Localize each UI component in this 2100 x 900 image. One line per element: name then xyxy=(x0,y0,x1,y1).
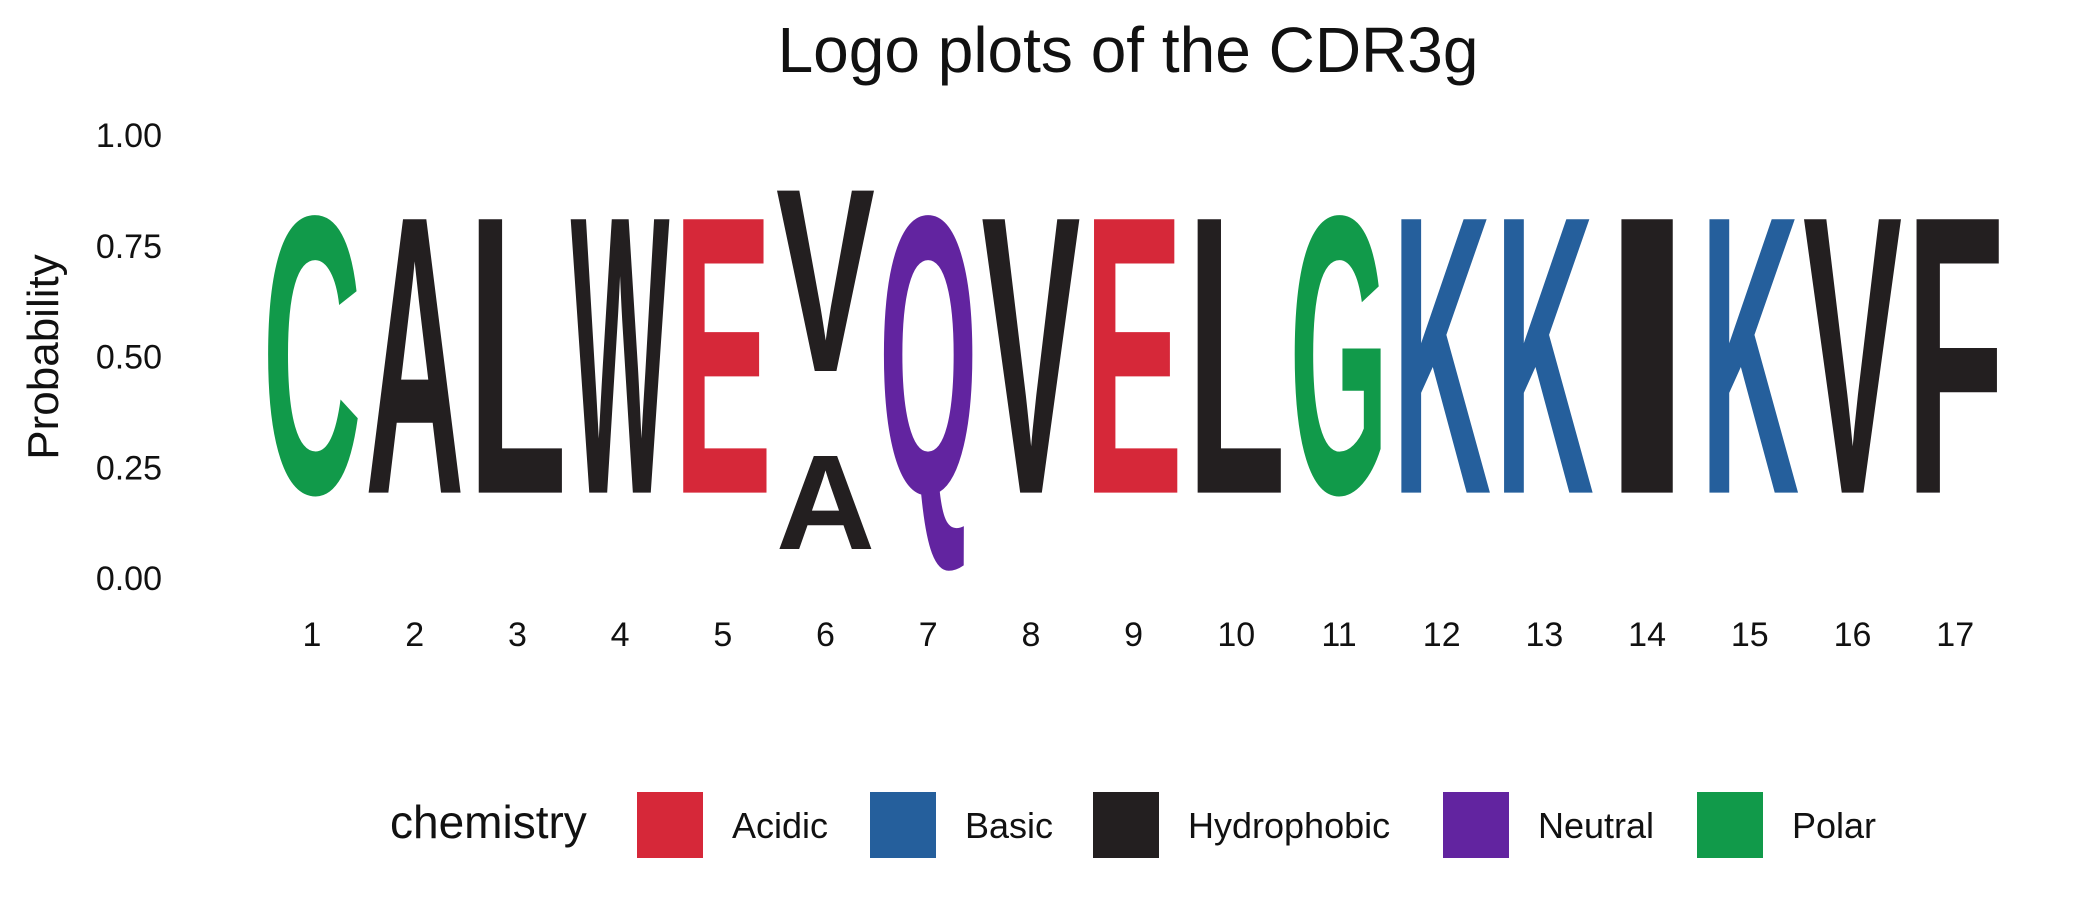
logo-letter: V xyxy=(981,134,1081,578)
logo-position: W xyxy=(571,133,671,577)
logo-letter: E xyxy=(1084,134,1183,578)
logo-position: G xyxy=(1290,133,1389,577)
legend-entry: Acidic xyxy=(637,792,828,858)
logo-letter: L xyxy=(1187,134,1286,578)
logo-position: E xyxy=(673,134,772,578)
logo-position: V xyxy=(1803,134,1903,578)
legend-label: Neutral xyxy=(1538,805,1654,846)
x-tick-label: 17 xyxy=(1936,616,1974,654)
legend-entries: Acidic Basic Hydrophobic Neutral Polar xyxy=(637,792,1876,858)
y-tick-label: 0.00 xyxy=(96,560,162,598)
x-axis-ticks: 1 2 3 4 5 6 7 8 9 10 11 12 13 14 15 16 17 xyxy=(303,616,1975,654)
x-tick-label: 12 xyxy=(1423,616,1461,654)
logo-position: C xyxy=(263,133,362,577)
logo-letter: C xyxy=(263,133,362,577)
logo-position: L xyxy=(468,134,567,578)
logo-letter: K xyxy=(1495,133,1594,577)
logo-stacks: C A L W E AV Q V E L G K K I K V F xyxy=(263,132,2005,577)
logo-letter: A xyxy=(776,427,875,578)
y-tick-label: 0.50 xyxy=(96,339,162,377)
legend-swatch xyxy=(1093,792,1159,858)
legend-swatch xyxy=(1697,792,1763,858)
logo-position: F xyxy=(1906,134,2005,578)
legend: chemistry Acidic Basic Hydrophobic Neutral P… xyxy=(390,792,1876,858)
x-tick-label: 11 xyxy=(1321,616,1356,654)
logo-letter: K xyxy=(1700,133,1799,577)
legend-entry: Neutral xyxy=(1443,792,1654,858)
logo-letter: V xyxy=(776,135,875,428)
legend-title: chemistry xyxy=(390,796,587,848)
logo-position: Q xyxy=(879,133,978,577)
x-tick-label: 4 xyxy=(611,616,630,654)
x-tick-label: 15 xyxy=(1731,616,1769,654)
logo-position: K xyxy=(1392,133,1491,577)
y-tick-label: 1.00 xyxy=(96,117,162,155)
logo-letter: K xyxy=(1392,133,1491,577)
x-tick-label: 14 xyxy=(1628,616,1666,654)
logo-position: L xyxy=(1187,134,1286,578)
x-tick-label: 9 xyxy=(1124,616,1143,654)
logo-letter: W xyxy=(571,133,671,577)
legend-entry: Polar xyxy=(1697,792,1876,858)
legend-label: Acidic xyxy=(732,805,828,846)
legend-entry: Basic xyxy=(870,792,1053,858)
logo-letter: A xyxy=(365,133,464,577)
logo-position: K xyxy=(1700,133,1799,577)
legend-label: Polar xyxy=(1792,805,1876,846)
logo-letter: L xyxy=(468,134,567,578)
x-tick-label: 3 xyxy=(508,616,527,654)
y-axis-title: Probability xyxy=(19,254,68,459)
legend-swatch xyxy=(1443,792,1509,858)
x-tick-label: 8 xyxy=(1021,616,1040,654)
logo-letter: Q xyxy=(879,133,978,577)
y-tick-label: 0.25 xyxy=(96,449,162,487)
logo-letter: F xyxy=(1906,134,2005,578)
legend-swatch xyxy=(870,792,936,858)
logo-position: AV xyxy=(776,135,875,578)
y-tick-label: 0.75 xyxy=(96,228,162,266)
x-tick-label: 5 xyxy=(713,616,732,654)
x-tick-label: 6 xyxy=(816,616,835,654)
legend-label: Hydrophobic xyxy=(1188,805,1390,846)
x-tick-label: 13 xyxy=(1525,616,1563,654)
logo-letter: E xyxy=(673,134,772,578)
logo-position: E xyxy=(1084,134,1183,578)
x-tick-label: 7 xyxy=(919,616,938,654)
logo-position: K xyxy=(1495,133,1594,577)
legend-label: Basic xyxy=(965,805,1053,846)
logo-position: A xyxy=(365,133,464,577)
legend-entry: Hydrophobic xyxy=(1093,792,1390,858)
y-axis-ticks: 0.00 0.25 0.50 0.75 1.00 xyxy=(96,117,162,598)
logo-position: V xyxy=(981,134,1081,578)
logo-position: I xyxy=(1598,132,1697,576)
x-tick-label: 2 xyxy=(405,616,424,654)
x-tick-label: 16 xyxy=(1834,616,1872,654)
logo-letter: I xyxy=(1598,132,1697,576)
x-tick-label: 10 xyxy=(1217,616,1255,654)
logo-letter: G xyxy=(1290,133,1389,577)
logo-letter: V xyxy=(1803,134,1903,578)
chart-title: Logo plots of the CDR3g xyxy=(778,14,1479,86)
legend-swatch xyxy=(637,792,703,858)
x-tick-label: 1 xyxy=(303,616,322,654)
